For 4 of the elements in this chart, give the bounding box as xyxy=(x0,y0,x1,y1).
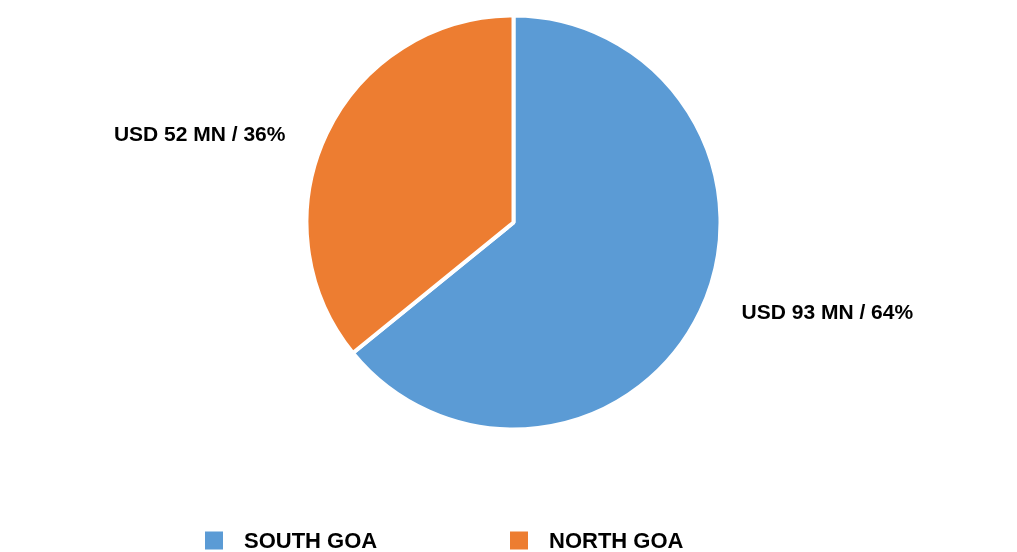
data-label: USD 52 MN / 36% xyxy=(113,122,286,146)
legend-label: NORTH GOA xyxy=(549,528,684,552)
data-label: USD 93 MN / 64% xyxy=(741,299,914,323)
legend-label: SOUTH GOA xyxy=(244,528,378,552)
